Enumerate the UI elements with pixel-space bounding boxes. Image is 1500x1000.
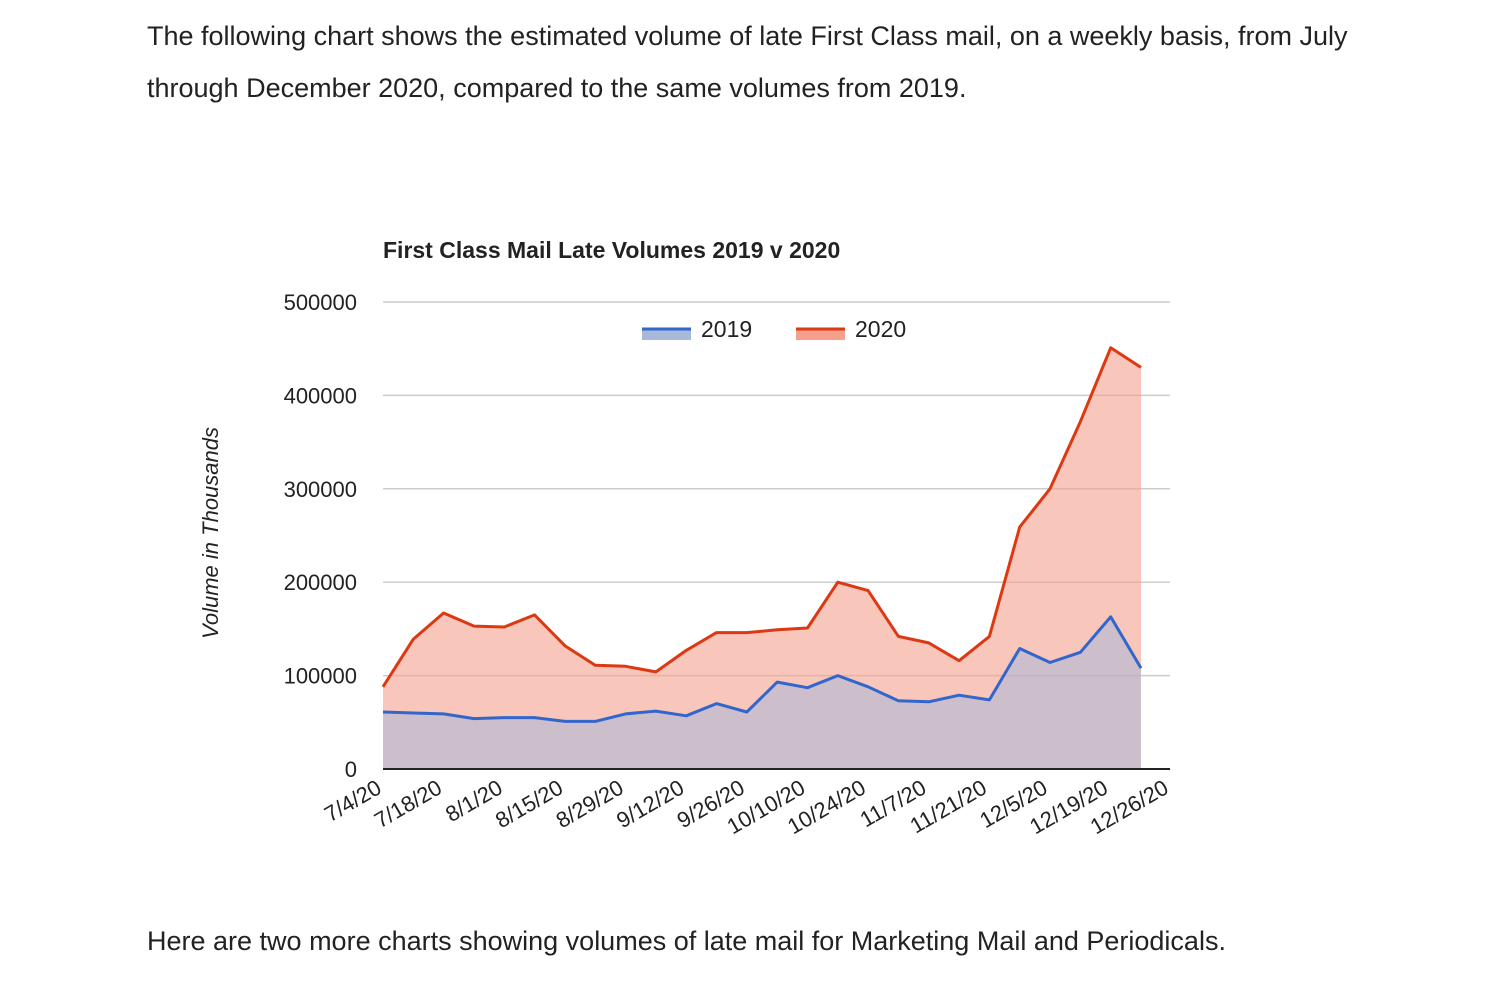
y-tick-label: 300000	[284, 477, 357, 502]
y-axis-title: Volume in Thousands	[198, 427, 223, 639]
line-2019	[382, 615, 1143, 723]
legend-item-2020: 2020	[796, 316, 906, 342]
x-tick-label: 9/12/20	[612, 775, 688, 833]
x-tick-label: 11/21/20	[906, 775, 991, 839]
y-tick-labels: 0 100000 200000 300000 400000 500000	[284, 290, 357, 782]
y-tick-label: 400000	[284, 383, 357, 408]
x-tick-label: 7/18/20	[370, 775, 446, 833]
x-tick-label: 7/4/20	[320, 775, 385, 827]
gridlines	[383, 301, 1170, 677]
x-tick-label: 8/29/20	[552, 775, 628, 833]
intro-paragraph: The following chart shows the estimated …	[147, 21, 1348, 103]
x-tick-label: 8/1/20	[441, 775, 506, 827]
y-tick-label: 200000	[284, 570, 357, 595]
x-tick-label: 10/10/20	[723, 775, 810, 839]
area-2020	[383, 347, 1141, 769]
line-2020	[381, 346, 1142, 688]
series-lines	[381, 346, 1143, 723]
x-tick-label: 10/24/20	[783, 775, 870, 839]
x-tick-label: 11/7/20	[856, 775, 931, 833]
y-tick-label: 500000	[284, 290, 357, 315]
outro-paragraph: Here are two more charts showing volumes…	[147, 926, 1226, 956]
x-tick-label: 9/26/20	[673, 775, 749, 833]
x-tick-label: 12/26/20	[1086, 775, 1173, 839]
series-areas	[383, 347, 1141, 769]
y-tick-label: 100000	[284, 664, 357, 689]
y-tick-label: 0	[345, 757, 357, 782]
chart-title: First Class Mail Late Volumes 2019 v 202…	[383, 237, 840, 263]
legend-label-2020: 2020	[855, 316, 906, 342]
legend-item-2019: 2019	[642, 316, 752, 342]
area-2019	[383, 616, 1141, 769]
x-tick-label: 12/5/20	[975, 775, 1051, 833]
legend-swatch-2019	[642, 329, 691, 340]
legend: 2019 2020	[642, 316, 906, 342]
x-tick-labels: 7/4/207/18/208/1/208/15/208/29/209/12/20…	[320, 775, 1172, 839]
x-tick-label: 8/15/20	[491, 775, 567, 833]
x-tick-label: 12/19/20	[1025, 775, 1112, 839]
legend-label-2019: 2019	[701, 316, 752, 342]
legend-swatch-2020	[796, 329, 845, 340]
